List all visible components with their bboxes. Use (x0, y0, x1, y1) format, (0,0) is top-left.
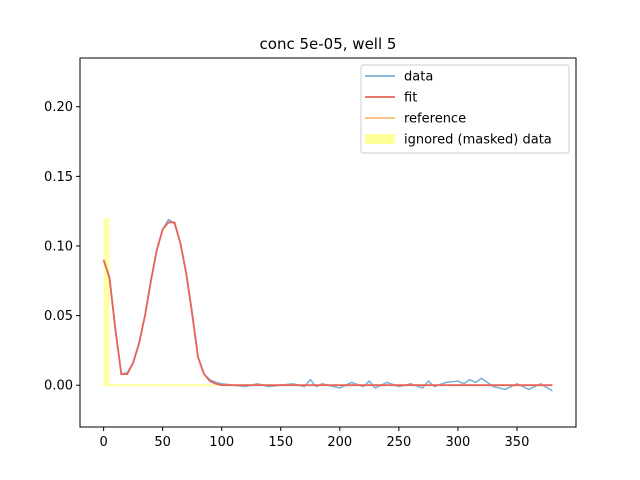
y-tick-label: 0.05 (44, 309, 73, 324)
legend-swatch-masked (365, 134, 395, 144)
x-tick-label: 0 (99, 435, 107, 450)
y-axis: 0.00 0.05 0.10 0.15 0.20 (44, 100, 80, 394)
y-tick-label: 0.15 (44, 170, 73, 185)
x-tick-label: 300 (445, 435, 470, 450)
x-axis: 0 50 100 150 200 250 300 350 (99, 427, 529, 450)
legend-label: ignored (masked) data (404, 133, 552, 148)
legend-label: fit (404, 91, 417, 106)
x-tick-label: 50 (154, 435, 171, 450)
y-tick-label: 0.20 (44, 100, 73, 115)
y-tick-label: 0.10 (44, 239, 73, 254)
axes-frame (79, 57, 577, 428)
x-tick-label: 150 (268, 435, 293, 450)
legend-label: reference (404, 112, 466, 127)
series-line-fit (102, 221, 553, 387)
chart-title: conc 5e-05, well 5 (260, 35, 397, 53)
legend-label: data (404, 70, 433, 85)
masked-region (103, 218, 110, 386)
y-tick-label: 0.00 (44, 379, 73, 394)
plot-area (102, 218, 553, 392)
x-tick-label: 100 (209, 435, 234, 450)
x-tick-label: 200 (327, 435, 352, 450)
x-tick-label: 250 (386, 435, 411, 450)
legend: data fit reference ignored (masked) data (360, 64, 570, 154)
x-tick-label: 350 (505, 435, 530, 450)
legend-box (360, 64, 570, 154)
